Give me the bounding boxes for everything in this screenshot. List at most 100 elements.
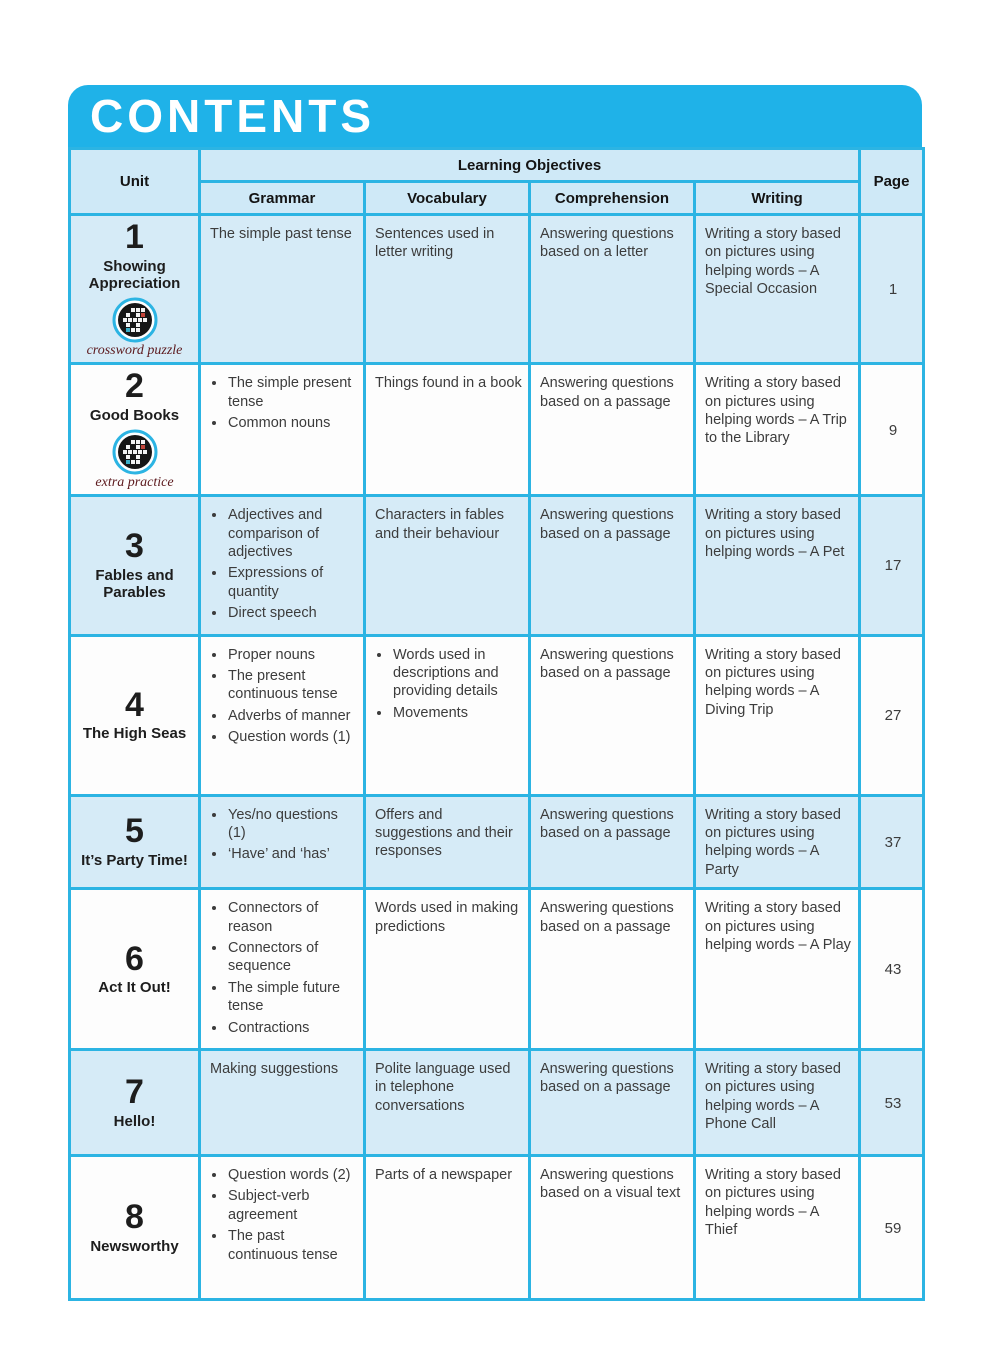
unit-title: Hello! <box>113 1112 156 1130</box>
unit-number: 2 <box>125 367 144 406</box>
grammar-cell: The simple present tense Common nouns <box>198 362 366 498</box>
objective-item: Connectors of sequence <box>227 939 357 976</box>
unit-number: 5 <box>125 812 144 851</box>
vocabulary-cell: Polite language used in telephone conver… <box>363 1048 531 1158</box>
unit-number: 8 <box>125 1198 144 1237</box>
objective-text: Polite language used in telephone conver… <box>375 1061 511 1114</box>
extra-practice-icon <box>112 429 157 475</box>
unit-cell: 6 Act It Out! <box>68 887 201 1052</box>
page-number: 53 <box>858 1048 926 1158</box>
writing-cell: Writing a story based on pictures using … <box>692 1154 862 1302</box>
unit-title: Newsworthy <box>90 1237 179 1255</box>
grammar-cell: Connectors of reasonConnectors of sequen… <box>198 887 366 1052</box>
vocabulary-cell: Words used in making predictions <box>363 887 531 1052</box>
vocabulary-cell: Things found in a book <box>363 362 531 498</box>
contents-page: CONTENTS Unit Learning Objectives Page G… <box>68 85 926 1302</box>
objective-item: Direct speech <box>227 604 357 622</box>
page-number: 59 <box>858 1154 926 1302</box>
unit-number: 6 <box>125 939 144 978</box>
objective-item: The present continuous tense <box>227 667 357 704</box>
unit-cell: 8 Newsworthy <box>68 1154 201 1302</box>
objective-item: Words used in descriptions and providing… <box>392 646 522 701</box>
unit-title: Act It Out! <box>98 979 171 997</box>
table-row: 3 Fables and Parables Adjectives and com… <box>68 494 926 637</box>
objective-item: Contractions <box>227 1019 357 1037</box>
page-number: 37 <box>858 793 926 891</box>
unit-badge: extra practice <box>73 429 196 490</box>
table-row: 6 Act It Out! Connectors of reasonConnec… <box>68 887 926 1052</box>
objective-item: Common nouns <box>227 414 357 432</box>
objective-item: Movements <box>392 704 522 722</box>
unit-badge: crossword puzzle <box>73 297 196 358</box>
writing-cell: Writing a story based on pictures using … <box>692 494 862 637</box>
objective-text: Parts of a newspaper <box>375 1167 513 1184</box>
unit-number: 1 <box>125 218 144 256</box>
column-header-writing: Writing <box>692 180 862 216</box>
unit-cell: 2 Good Books extra practice <box>68 362 201 498</box>
writing-cell: Writing a story based on pictures using … <box>692 212 862 366</box>
writing-cell: Writing a story based on pictures using … <box>692 362 862 498</box>
objective-item: Question words (1) <box>227 728 357 746</box>
writing-cell: Writing a story based on pictures using … <box>692 1048 862 1158</box>
objective-item: Yes/no questions (1) <box>227 806 357 843</box>
table-row: 4 The High Seas Proper nouns The present … <box>68 633 926 797</box>
objective-text: Making suggestions <box>210 1061 339 1078</box>
grammar-cell: Making suggestions <box>198 1048 366 1158</box>
page-number: 17 <box>858 494 926 637</box>
comprehension-cell: Answering questions based on a letter <box>528 212 696 366</box>
unit-number: 3 <box>125 527 144 566</box>
objective-item: ‘Have’ and ‘has’ <box>227 845 357 863</box>
column-header-learning-objectives: Learning Objectives <box>197 147 862 183</box>
badge-label: extra practice <box>95 475 174 491</box>
table-row: 2 Good Books extra practice <box>68 362 926 498</box>
page-number: 1 <box>858 212 926 366</box>
writing-cell: Writing a story based on pictures using … <box>692 793 862 891</box>
crossword-puzzle-icon <box>112 297 157 343</box>
unit-title: The High Seas <box>82 725 187 743</box>
grammar-cell: Question words (2) Subject-verb agreement… <box>198 1154 366 1302</box>
grammar-cell: Adjectives and comparison of adjectivesE… <box>198 494 366 637</box>
vocabulary-cell: Words used in descriptions and providing… <box>363 633 531 797</box>
objective-item: Connectors of reason <box>227 899 357 936</box>
column-header-vocabulary: Vocabulary <box>363 180 531 216</box>
unit-title: Good Books <box>89 406 180 424</box>
objective-item: Question words (2) <box>227 1166 357 1184</box>
objective-text: Words used in making predictions <box>375 900 519 935</box>
page-title-banner: CONTENTS <box>68 85 922 147</box>
unit-title: Fables and Parables <box>95 566 174 602</box>
comprehension-cell: Answering questions based on a visual te… <box>528 1154 696 1302</box>
comprehension-cell: Answering questions based on a passage <box>528 1048 696 1158</box>
contents-rows: 1 Showing Appreciation crosswo <box>68 212 926 1302</box>
vocabulary-cell: Sentences used in letter writing <box>363 212 531 366</box>
vocabulary-cell: Parts of a newspaper <box>363 1154 531 1302</box>
table-row: 5 It’s Party Time! Yes/no questions (1) ‘… <box>68 793 926 891</box>
unit-title: It’s Party Time! <box>81 852 188 870</box>
unit-cell: 3 Fables and Parables <box>68 494 201 637</box>
comprehension-cell: Answering questions based on a passage <box>528 362 696 498</box>
objective-text: Sentences used in letter writing <box>375 226 495 261</box>
grammar-cell: Proper nouns The present continuous tense… <box>198 633 366 797</box>
objective-item: Adverbs of manner <box>227 707 357 725</box>
objective-item: The simple present tense <box>227 374 357 411</box>
column-header-page: Page <box>858 147 926 216</box>
grammar-cell: The simple past tense <box>198 212 366 366</box>
objective-item: Subject-verb agreement <box>227 1187 357 1224</box>
page-number: 43 <box>858 887 926 1052</box>
unit-cell: 7 Hello! <box>68 1048 201 1158</box>
objective-item: Expressions of quantity <box>227 564 357 601</box>
comprehension-cell: Answering questions based on a passage <box>528 633 696 797</box>
unit-title: Showing Appreciation <box>88 257 181 292</box>
unit-cell: 5 It’s Party Time! <box>68 793 201 891</box>
page-number: 9 <box>858 362 926 498</box>
comprehension-cell: Answering questions based on a passage <box>528 494 696 637</box>
table-row: 7 Hello! Making suggestions Polite langu… <box>68 1048 926 1158</box>
comprehension-cell: Answering questions based on a passage <box>528 793 696 891</box>
objective-item: Adjectives and comparison of adjectives <box>227 506 357 561</box>
unit-number: 4 <box>125 685 144 724</box>
unit-cell: 1 Showing Appreciation crosswo <box>68 212 201 366</box>
column-header-unit: Unit <box>68 147 201 216</box>
page-number: 27 <box>858 633 926 797</box>
vocabulary-cell: Characters in fables and their behaviour <box>363 494 531 637</box>
table-row: 8 Newsworthy Question words (2) Subject-v… <box>68 1154 926 1302</box>
unit-number: 7 <box>125 1073 144 1112</box>
